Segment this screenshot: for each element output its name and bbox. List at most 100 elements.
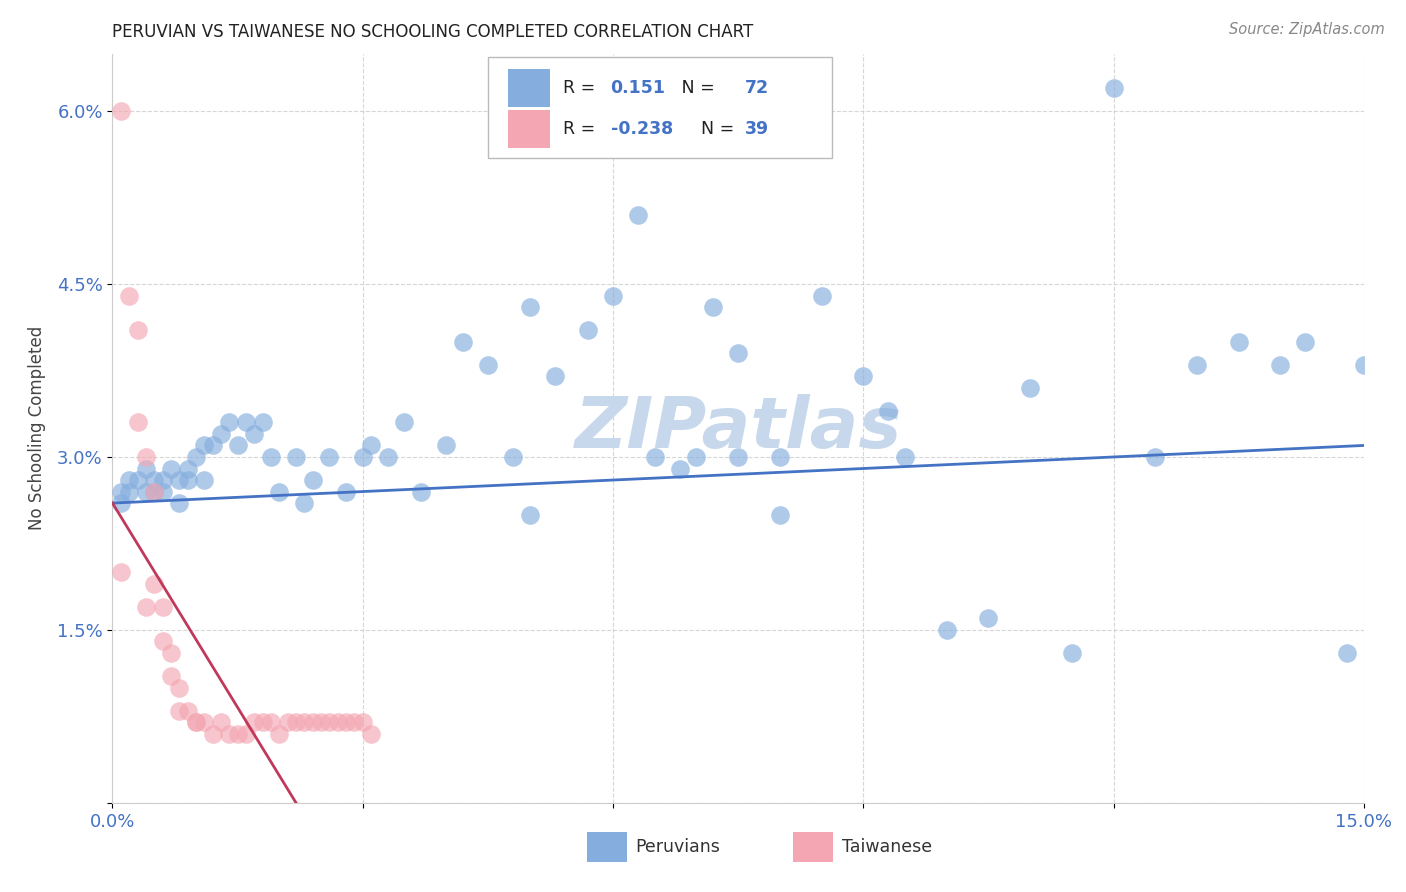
FancyBboxPatch shape [508,111,550,148]
Point [110,104,132,119]
Point [252,715,274,730]
FancyBboxPatch shape [508,70,550,107]
Point [176,461,198,475]
Point [335,715,357,730]
Text: N =: N = [700,120,740,138]
Point [309,715,332,730]
Point [977,611,1000,625]
Point [576,323,599,337]
Point [769,508,792,522]
Point [269,726,291,740]
Point [301,715,323,730]
Point [352,450,374,464]
Point [160,461,183,475]
Point [184,715,207,730]
Point [235,726,257,740]
Text: Taiwanese: Taiwanese [842,838,932,856]
Point [184,450,207,464]
Point [394,416,416,430]
Text: N =: N = [675,79,720,97]
Point [1353,358,1375,372]
Point [477,358,499,372]
Point [226,726,249,740]
Point [127,323,149,337]
Point [1270,358,1292,372]
Point [160,669,183,683]
Point [152,599,174,614]
Point [1294,334,1316,349]
Point [451,334,474,349]
Point [127,473,149,487]
Point [209,426,232,441]
Point [852,369,875,384]
Point [292,715,315,730]
Point [935,623,957,637]
Point [894,450,917,464]
Point [118,473,141,487]
Point [201,726,224,740]
Point [260,450,283,464]
Text: 72: 72 [744,79,769,97]
Point [167,704,190,718]
Point [135,461,157,475]
Text: -0.238: -0.238 [610,120,672,138]
Point [602,288,624,302]
Point [218,416,240,430]
Point [167,681,190,695]
Point [135,599,157,614]
Point [285,715,308,730]
Point [152,634,174,648]
Point [685,450,707,464]
Text: 39: 39 [744,120,769,138]
Point [411,484,433,499]
Point [110,484,132,499]
Point [877,404,900,418]
Point [160,646,183,660]
Point [193,438,215,452]
Point [143,576,166,591]
Point [292,496,315,510]
Text: Source: ZipAtlas.com: Source: ZipAtlas.com [1229,22,1385,37]
Point [184,715,207,730]
Point [235,416,257,430]
Point [252,416,274,430]
Point [1019,381,1042,395]
Point [243,426,266,441]
Point [543,369,565,384]
Point [377,450,399,464]
Point [318,715,340,730]
FancyBboxPatch shape [793,832,834,862]
Point [167,473,190,487]
Point [201,438,224,452]
Point [1060,646,1083,660]
Point [727,346,749,360]
Point [260,715,283,730]
Point [152,484,174,499]
Point [627,208,650,222]
Point [727,450,749,464]
Point [176,473,198,487]
Point [360,438,382,452]
Point [110,566,132,580]
Point [1336,646,1358,660]
Point [269,484,291,499]
Point [218,726,240,740]
Point [1144,450,1167,464]
Point [644,450,666,464]
Text: Peruvians: Peruvians [636,838,720,856]
Point [277,715,299,730]
Point [143,484,166,499]
Point [143,473,166,487]
Point [1102,81,1125,95]
Text: R =: R = [562,120,600,138]
Point [352,715,374,730]
Point [243,715,266,730]
Point [118,484,141,499]
Point [193,715,215,730]
Point [1227,334,1250,349]
FancyBboxPatch shape [488,57,832,159]
Point [360,726,382,740]
Point [326,715,349,730]
Point [135,484,157,499]
Point [702,300,724,314]
